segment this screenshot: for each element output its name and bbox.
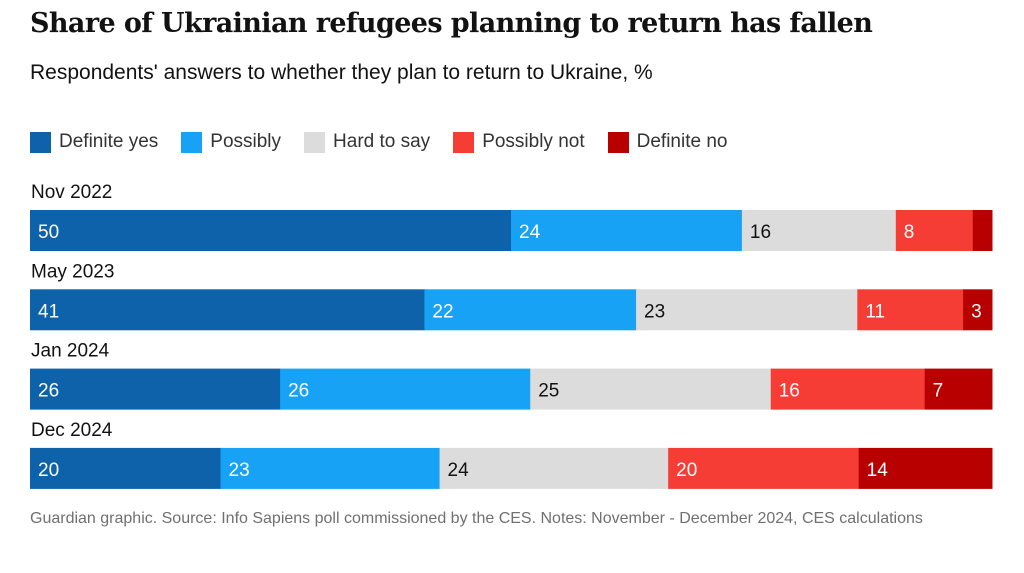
chart-subtitle: Respondents' answers to whether they pla… xyxy=(30,61,653,84)
bar-segment-dec-2024-possibly xyxy=(220,447,441,489)
bar-segment-dec-2024-possibly-not xyxy=(668,447,860,489)
bar-segment-nov-2022-possibly xyxy=(511,210,743,251)
data-label-dec-2024-possibly-not: 20 xyxy=(676,460,697,481)
data-label-nov-2022-possibly-not: 8 xyxy=(904,222,915,243)
bar-segment-nov-2022-hard-to-say xyxy=(741,210,897,251)
data-label-dec-2024-definite-no: 14 xyxy=(867,460,889,481)
bar-segment-jan-2024-possibly xyxy=(280,368,531,410)
legend-swatch-possibly-not xyxy=(453,131,475,153)
bar-segment-jan-2024-hard-to-say xyxy=(530,368,772,410)
source-note: Guardian graphic. Source: Info Sapiens p… xyxy=(30,510,923,527)
legend-item-possibly-not: Possibly not xyxy=(453,131,585,153)
legend-swatch-possibly xyxy=(181,131,203,153)
legend-item-hard-to-say: Hard to say xyxy=(304,131,430,153)
data-label-dec-2024-possibly: 23 xyxy=(229,460,250,481)
legend-label-possibly: Possibly xyxy=(210,131,282,152)
legend-label-definite-yes: Definite yes xyxy=(59,131,159,152)
data-label-dec-2024-definite-yes: 20 xyxy=(38,460,59,481)
bar-segment-may-2023-definite-no xyxy=(963,289,993,331)
legend-label-definite-no: Definite no xyxy=(636,131,728,152)
chart-title: Share of Ukrainian refugees planning to … xyxy=(30,8,873,39)
data-label-may-2023-definite-no: 3 xyxy=(971,301,982,322)
legend-swatch-definite-no xyxy=(607,131,629,153)
data-label-may-2023-definite-yes: 41 xyxy=(38,301,59,322)
category-label-dec-2024: Dec 2024 xyxy=(31,420,113,441)
data-label-dec-2024-hard-to-say: 24 xyxy=(448,460,470,481)
bar-segment-may-2023-definite-yes xyxy=(30,289,425,331)
legend-item-possibly: Possibly xyxy=(181,131,281,153)
bar-segment-dec-2024-definite-no xyxy=(858,447,993,489)
legend-swatch-definite-yes xyxy=(30,131,51,153)
bar-segment-dec-2024-definite-yes xyxy=(30,447,221,489)
stacked-bar-chart: Nov 2022 50 24 16 8 May 2023 41 22 23 11 3 Jan 2024… xyxy=(30,182,993,489)
bar-segment-nov-2022-definite-yes xyxy=(30,210,512,251)
category-label-jan-2024: Jan 2024 xyxy=(31,341,110,362)
bar-segment-nov-2022-possibly-not xyxy=(895,210,974,251)
data-label-may-2023-hard-to-say: 23 xyxy=(644,301,665,322)
legend-label-possibly-not: Possibly not xyxy=(482,131,585,152)
legend: Definite yes Possibly Hard to say Possib… xyxy=(30,130,750,154)
data-label-nov-2022-hard-to-say: 16 xyxy=(750,222,771,243)
data-label-jan-2024-hard-to-say: 25 xyxy=(538,381,559,402)
bar-segment-may-2023-hard-to-say xyxy=(636,289,858,331)
data-label-nov-2022-possibly: 24 xyxy=(519,222,541,243)
bar-segment-nov-2022-definite-no xyxy=(972,210,993,251)
bar-segment-jan-2024-definite-no xyxy=(924,368,993,410)
legend-item-definite-yes: Definite yes xyxy=(30,131,158,153)
bar-segment-may-2023-possibly xyxy=(424,289,637,331)
data-label-may-2023-possibly-not: 11 xyxy=(865,301,885,322)
data-label-jan-2024-definite-yes: 26 xyxy=(38,381,59,402)
category-label-nov-2022: Nov 2022 xyxy=(31,182,112,203)
legend-swatch-hard-to-say xyxy=(304,131,326,153)
data-label-nov-2022-definite-yes: 50 xyxy=(38,222,59,243)
data-label-jan-2024-possibly-not: 16 xyxy=(779,381,800,402)
legend-label-hard-to-say: Hard to say xyxy=(333,131,431,152)
data-label-jan-2024-definite-no: 7 xyxy=(933,381,944,402)
legend-item-definite-no: Definite no xyxy=(607,131,728,153)
bar-segment-dec-2024-hard-to-say xyxy=(439,447,669,489)
bar-segment-may-2023-possibly-not xyxy=(857,289,964,331)
category-label-may-2023: May 2023 xyxy=(31,261,114,282)
bar-segment-jan-2024-possibly-not xyxy=(770,368,926,410)
data-label-jan-2024-possibly: 26 xyxy=(288,381,309,402)
bar-segment-jan-2024-definite-yes xyxy=(30,368,281,410)
data-label-may-2023-possibly: 22 xyxy=(432,301,453,322)
